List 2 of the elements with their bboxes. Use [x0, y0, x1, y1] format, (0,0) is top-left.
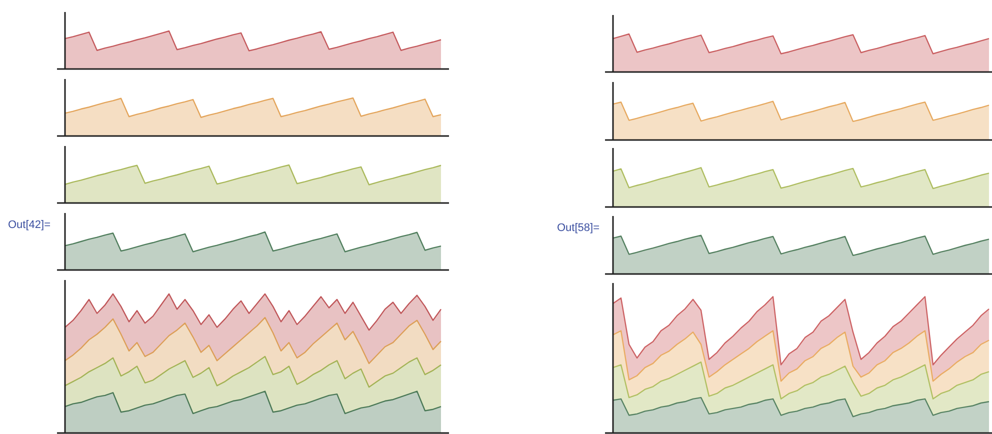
text: Out[42]= — [8, 219, 51, 231]
text: Out[58]= — [557, 222, 600, 234]
